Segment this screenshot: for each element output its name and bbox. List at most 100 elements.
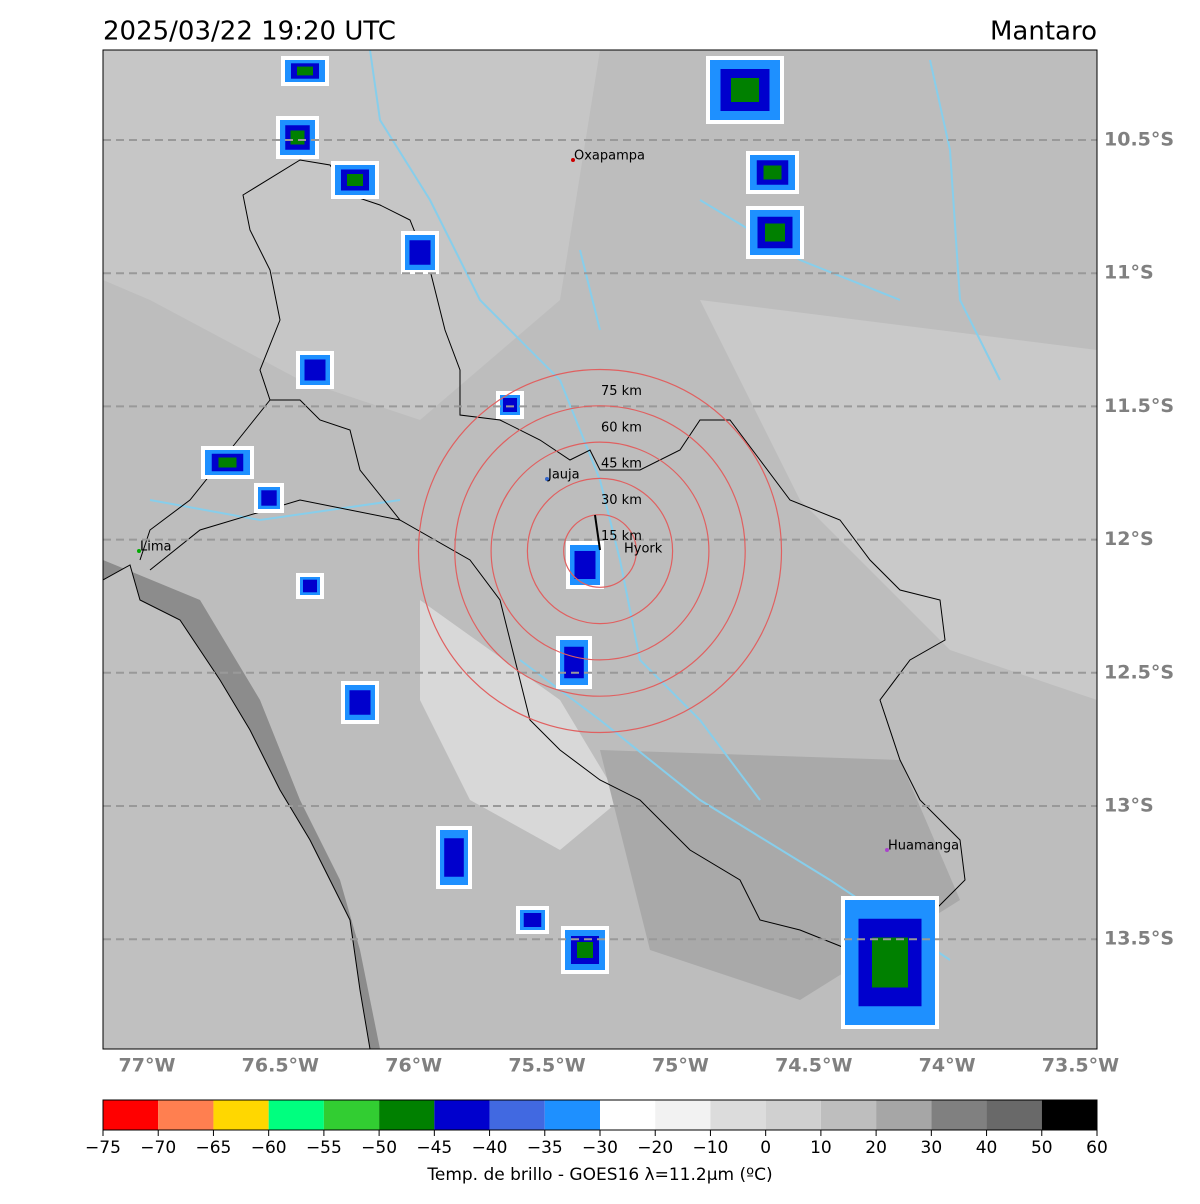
lon-tick-label: 74.5°W	[775, 1055, 852, 1077]
colorbar-tick-label: −50	[361, 1138, 397, 1158]
colorbar: −75 −70 −65 −60 −55 −50 −45 −40 −35 −30 −20 −10 0 10 2…	[85, 1099, 1108, 1158]
lat-tick-label: 13°S	[1104, 795, 1154, 817]
storm	[763, 165, 782, 180]
labels: 10.5°S 11°S 11.5°S 12°S 12.5°S 13°S 13.5°S 77°W…	[119, 129, 1175, 1077]
storms	[201, 56, 939, 1029]
storm	[731, 78, 759, 102]
lon-tick-label: 75°W	[652, 1055, 709, 1077]
lat-tick-label: 11°S	[1104, 262, 1154, 284]
place-dot	[885, 848, 889, 852]
colorbar-swatch	[544, 1100, 600, 1130]
lon-tick-label: 73.5°W	[1042, 1055, 1119, 1077]
ring-label: 45 km	[601, 457, 642, 472]
ring	[563, 514, 637, 588]
colorbar-tick-label: −10	[692, 1138, 728, 1158]
terrain	[420, 600, 620, 850]
place-label: Jauja	[547, 468, 580, 483]
colorbar-swatch	[600, 1100, 656, 1130]
lat-tick-label: 12°S	[1104, 528, 1154, 550]
colorbar-tick-label: −60	[251, 1138, 287, 1158]
colorbar-tick-label: −30	[582, 1138, 618, 1158]
colorbar-tick-label: −55	[306, 1138, 342, 1158]
colorbar-tick-label: −75	[85, 1138, 121, 1158]
colorbar-tick-label: −65	[195, 1138, 231, 1158]
terrain	[103, 50, 600, 420]
storm	[261, 490, 277, 506]
colorbar-tick-label: −35	[527, 1138, 563, 1158]
colorbar-swatch	[710, 1100, 766, 1130]
lon-tick-label: 75.5°W	[508, 1055, 585, 1077]
region: Mantaro	[990, 17, 1097, 47]
colorbar-swatch	[379, 1100, 435, 1130]
rivers	[149, 50, 1001, 961]
title: 2025/03/22 19:20 UTC	[103, 17, 396, 47]
ring-label: 30 km	[601, 493, 642, 508]
lat-tick-label: 13.5°S	[1104, 928, 1174, 950]
ring-label: 75 km	[601, 384, 642, 399]
colorbar-swatch	[213, 1100, 269, 1130]
colorbar-swatch	[158, 1100, 214, 1130]
colorbar-swatch	[820, 1100, 877, 1130]
place-label: Hyork	[624, 542, 663, 557]
storm	[218, 457, 237, 468]
place-label: Oxapampa	[574, 149, 645, 164]
ring	[454, 405, 746, 697]
colorbar-swatch	[655, 1100, 711, 1130]
storm	[349, 690, 371, 715]
lat-tick-label: 10.5°S	[1104, 129, 1174, 151]
storm	[564, 646, 584, 679]
ring	[417, 368, 783, 734]
colorbar-tick-label: 30	[921, 1138, 943, 1158]
storm	[303, 579, 317, 593]
colorbar-swatch	[986, 1100, 1042, 1130]
storm	[574, 551, 596, 579]
ring-label: 15 km	[601, 529, 642, 544]
place-label: Lima	[140, 540, 171, 555]
storm	[577, 942, 593, 958]
colorbar-swatch	[765, 1100, 821, 1130]
storm	[765, 223, 785, 242]
colorbar-swatch	[323, 1100, 380, 1130]
storm	[523, 913, 542, 927]
place-dot	[571, 158, 575, 162]
ring	[490, 441, 710, 661]
lat-tick-label: 11.5°S	[1104, 395, 1174, 417]
place-dot	[137, 549, 141, 553]
storm	[297, 66, 313, 76]
basin-boundary	[242, 159, 966, 951]
storm	[409, 240, 431, 265]
colorbar-tick-label: 0	[760, 1138, 771, 1158]
colorbar-swatch	[931, 1100, 987, 1130]
place-dot	[545, 477, 549, 481]
map-frame	[102, 49, 1098, 1050]
colorbar-swatch	[268, 1100, 324, 1130]
storm	[347, 174, 363, 186]
ring-label: 60 km	[601, 420, 642, 435]
colorbar-label: Temp. de brillo - GOES16 λ=11.2μm (ºC)	[426, 1165, 772, 1185]
colorbar-tick-label: 10	[810, 1138, 832, 1158]
colorbar-tick-label: 50	[1031, 1138, 1053, 1158]
ring	[526, 477, 674, 625]
colorbar-tick-label: 60	[1086, 1138, 1108, 1158]
colorbar-tick-label: −20	[637, 1138, 673, 1158]
colorbar-swatch	[103, 1100, 159, 1130]
lon-tick-label: 76.5°W	[242, 1055, 319, 1077]
storm	[503, 398, 517, 412]
rings: 15 km 30 km 45 km 60 km 75 km Oxapampa Jauja Li…	[137, 149, 959, 854]
marker-line	[594, 514, 601, 551]
map: 15 km 30 km 45 km 60 km 75 km Oxapampa Jauja Li…	[103, 50, 1097, 1049]
storm	[444, 838, 464, 877]
colorbar-swatch	[1041, 1100, 1097, 1130]
colorbar-tick-label: 40	[976, 1138, 998, 1158]
colorbar-swatch	[434, 1100, 490, 1130]
storm	[290, 130, 305, 145]
lon-tick-label: 74°W	[919, 1055, 976, 1077]
storm	[304, 359, 326, 381]
terrain	[700, 300, 1097, 700]
colorbar-tick-label: −70	[140, 1138, 176, 1158]
colorbar-tick-label: 20	[865, 1138, 887, 1158]
lon-tick-label: 76°W	[385, 1055, 442, 1077]
lon-tick-label: 77°W	[119, 1055, 176, 1077]
lat-tick-label: 12.5°S	[1104, 661, 1174, 683]
